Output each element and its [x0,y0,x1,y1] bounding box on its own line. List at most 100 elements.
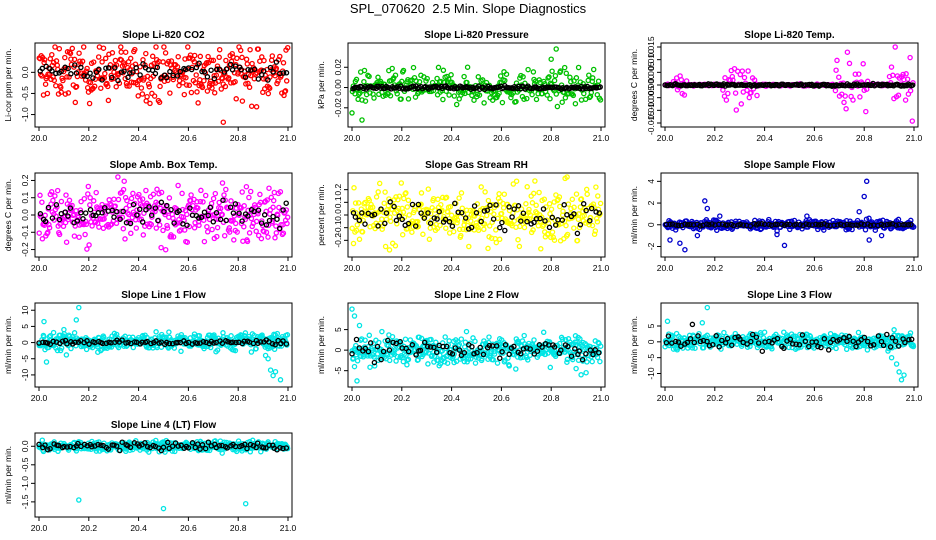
data-point-series-1 [210,80,216,87]
data-point-series-2 [375,223,381,229]
x-tick-label: 20.4 [130,523,147,533]
data-point-series-2 [120,208,126,215]
data-point-series-1 [850,97,856,103]
x-tick-label: 20.4 [756,133,773,143]
data-point-series-1 [91,83,98,90]
x-tick-label: 21.0 [593,133,610,143]
data-point-series-1 [581,212,587,219]
data-point-series-2 [382,220,388,227]
data-point-series-1 [168,234,175,240]
data-point-series-2 [380,348,387,355]
data-point-series-1 [73,317,80,323]
data-point-series-1 [513,98,519,105]
data-point-series-1 [536,189,542,196]
data-point-series-2 [571,211,577,217]
data-point-series-1 [148,221,155,228]
data-point-series-2 [759,348,766,354]
data-point-series-1 [591,231,598,238]
data-point-series-1 [443,194,450,201]
data-point-series-1 [559,336,566,342]
data-point-series-1 [80,44,87,50]
data-point-series-2 [724,335,731,342]
data-point-series-1 [214,233,220,240]
data-point-series-1 [389,65,395,72]
data-point-series-2 [486,342,493,349]
data-point-series-1 [210,57,217,64]
data-point-series-1 [183,74,189,81]
data-point-series-1 [273,230,280,236]
data-point-series-1 [375,189,381,195]
data-point-series-1 [261,228,267,235]
data-point-series-1 [576,224,583,231]
data-point-series-1 [700,345,707,351]
data-point-series-1 [531,337,537,343]
data-point-series-2 [165,439,171,446]
data-point-series-2 [349,351,355,357]
data-point-series-1 [807,333,814,340]
data-point-series-2 [109,74,115,81]
data-point-series-1 [398,96,404,102]
data-point-series-1 [201,238,208,245]
data-point-series-1 [140,232,147,238]
data-point-series-1 [878,232,885,239]
data-point-series-1 [144,93,150,100]
data-point-series-1 [909,118,916,124]
data-point-series-2 [127,444,134,451]
data-point-series-1 [745,68,751,74]
data-point-series-1 [179,190,185,197]
data-point-series-1 [907,54,913,61]
data-point-series-1 [472,338,478,345]
data-point-series-2 [53,70,59,77]
data-point-series-1 [904,76,911,82]
data-point-series-1 [63,352,70,358]
data-point-series-2 [96,66,102,73]
data-point-series-1 [547,364,554,371]
data-point-series-1 [201,77,207,84]
data-point-series-2 [220,197,226,203]
data-point-series-1 [248,349,255,355]
data-point-series-1 [564,356,571,363]
data-point-series-1 [188,89,195,96]
data-point-series-1 [354,358,361,364]
data-point-series-1 [890,72,896,79]
data-point-series-1 [565,201,572,207]
data-point-series-2 [362,345,369,352]
data-point-series-1 [725,90,731,97]
data-point-series-2 [427,220,434,227]
data-point-series-1 [147,100,153,107]
y-tick-label: 0.010 [646,49,656,71]
data-point-series-1 [273,223,279,229]
data-point-series-1 [433,339,439,346]
data-point-series-1 [277,377,284,383]
data-point-series-1 [540,329,547,336]
data-point-series-2 [558,347,564,353]
data-point-series-1 [575,216,582,223]
data-point-series-2 [781,345,787,352]
data-point-series-1 [61,326,67,333]
data-point-series-1 [721,329,727,336]
data-point-series-1 [405,225,411,232]
data-point-series-1 [45,229,51,236]
data-point-series-1 [567,74,573,81]
data-point-series-1 [83,221,90,228]
data-point-series-2 [405,348,412,355]
data-point-series-2 [227,204,234,210]
data-point-series-1 [416,79,423,85]
data-point-series-2 [559,217,566,223]
data-point-series-1 [821,227,827,233]
data-point-series-1 [349,110,355,116]
data-point-series-1 [538,246,544,252]
data-point-series-1 [54,187,61,194]
data-point-series-1 [156,99,163,106]
data-point-series-1 [781,329,787,335]
data-point-series-1 [552,353,559,360]
data-point-series-1 [150,191,157,198]
data-point-series-1 [525,66,531,73]
data-point-series-2 [539,344,545,350]
data-point-series-2 [81,441,88,448]
data-point-series-2 [506,204,512,210]
data-point-series-2 [480,351,487,358]
data-point-series-1 [245,207,251,214]
